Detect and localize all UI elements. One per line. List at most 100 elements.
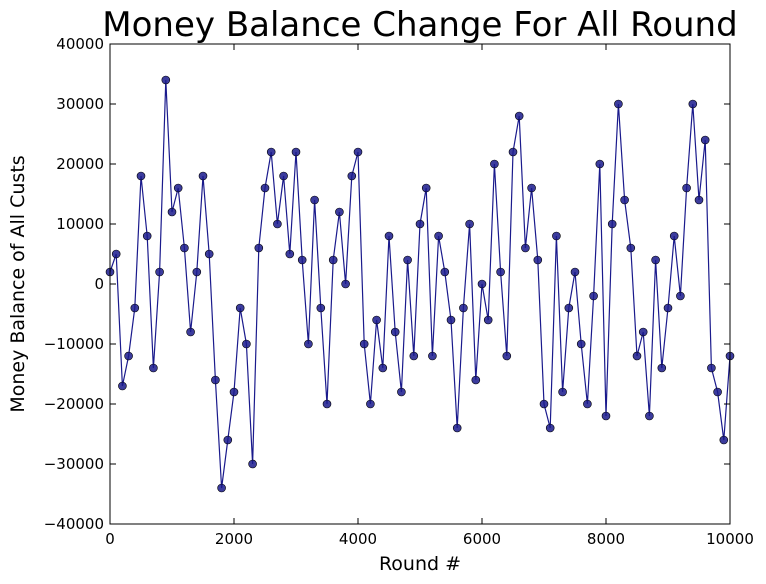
x-tick-label: 2000 <box>215 530 253 548</box>
data-point <box>248 459 257 469</box>
data-point <box>719 435 729 445</box>
data-point <box>366 399 375 409</box>
data-point <box>545 423 555 433</box>
data-point <box>291 147 301 157</box>
y-tick-label: 10000 <box>56 215 104 233</box>
data-point <box>347 171 357 181</box>
data-point <box>576 339 586 349</box>
x-axis-label: Round # <box>379 553 461 575</box>
data-point <box>502 351 512 361</box>
y-tick-label: 30000 <box>56 95 104 113</box>
data-point <box>539 399 549 409</box>
data-point <box>638 327 648 337</box>
data-point <box>378 363 388 373</box>
data-point <box>173 183 183 193</box>
data-point <box>552 231 561 241</box>
data-point <box>322 399 332 409</box>
data-point <box>266 147 276 157</box>
data-point <box>403 255 412 265</box>
chart-title: Money Balance Change For All Round <box>102 5 737 45</box>
x-tick-label: 6000 <box>463 530 501 548</box>
data-point <box>626 243 636 253</box>
data-point <box>335 207 344 217</box>
data-point <box>713 387 722 397</box>
data-point <box>558 387 567 397</box>
data-point <box>260 183 270 193</box>
y-tick-label: 20000 <box>56 155 104 173</box>
series-line <box>109 79 731 489</box>
data-point <box>390 327 400 337</box>
data-point <box>676 291 685 301</box>
y-tick-label: 0 <box>94 275 104 293</box>
data-point <box>521 243 530 253</box>
data-point <box>527 183 536 193</box>
data-point <box>477 279 487 289</box>
data-point <box>235 303 245 313</box>
plot-area <box>105 75 735 493</box>
data-point <box>620 195 629 205</box>
data-point <box>514 111 524 121</box>
data-point <box>180 243 189 253</box>
data-point <box>415 219 425 229</box>
data-point <box>192 267 202 277</box>
data-point <box>459 303 468 313</box>
y-tick-label: 40000 <box>56 35 104 53</box>
data-point <box>149 363 158 373</box>
data-point <box>508 147 518 157</box>
data-point <box>384 231 394 241</box>
data-point <box>589 291 598 301</box>
data-point <box>142 231 152 241</box>
data-point <box>316 303 326 313</box>
data-point <box>440 267 450 277</box>
data-point <box>700 135 710 145</box>
data-point <box>211 375 220 385</box>
data-point <box>186 327 195 337</box>
data-point <box>601 411 611 421</box>
data-point <box>397 387 406 397</box>
data-point <box>694 195 704 205</box>
data-point <box>198 171 208 181</box>
data-point <box>421 183 431 193</box>
data-point <box>614 99 623 109</box>
data-point <box>161 75 171 85</box>
data-point <box>533 255 543 265</box>
data-point <box>682 183 691 193</box>
data-point <box>223 435 233 445</box>
data-point <box>136 171 146 181</box>
y-tick-label: −30000 <box>44 455 104 473</box>
data-point <box>583 399 592 409</box>
data-point <box>446 315 456 325</box>
data-point <box>651 255 660 265</box>
data-point <box>118 381 127 391</box>
data-point <box>111 249 121 259</box>
data-point <box>229 387 239 397</box>
x-tick-label: 0 <box>105 530 115 548</box>
data-point <box>279 171 288 181</box>
data-point <box>490 159 499 169</box>
data-point <box>285 249 295 259</box>
data-point <box>304 339 313 349</box>
data-point <box>632 351 642 361</box>
data-point <box>570 267 580 277</box>
data-point <box>310 195 319 205</box>
data-point <box>409 351 419 361</box>
data-point <box>607 219 617 229</box>
data-point <box>428 351 437 361</box>
data-point <box>328 255 338 265</box>
data-point <box>372 315 381 325</box>
data-point <box>359 339 369 349</box>
data-point <box>669 231 679 241</box>
data-point <box>452 423 462 433</box>
data-point <box>564 303 574 313</box>
axis-ticks: 0 2000 4000 6000 8000 10000 40000 30000 20000 100… <box>44 35 754 548</box>
y-tick-label: −20000 <box>44 395 104 413</box>
y-tick-label: −40000 <box>44 515 104 533</box>
data-point <box>130 303 140 313</box>
data-point <box>204 249 214 259</box>
data-point <box>341 279 350 289</box>
data-point <box>483 315 493 325</box>
data-point <box>496 267 505 277</box>
data-point <box>688 99 698 109</box>
data-point <box>217 483 226 493</box>
